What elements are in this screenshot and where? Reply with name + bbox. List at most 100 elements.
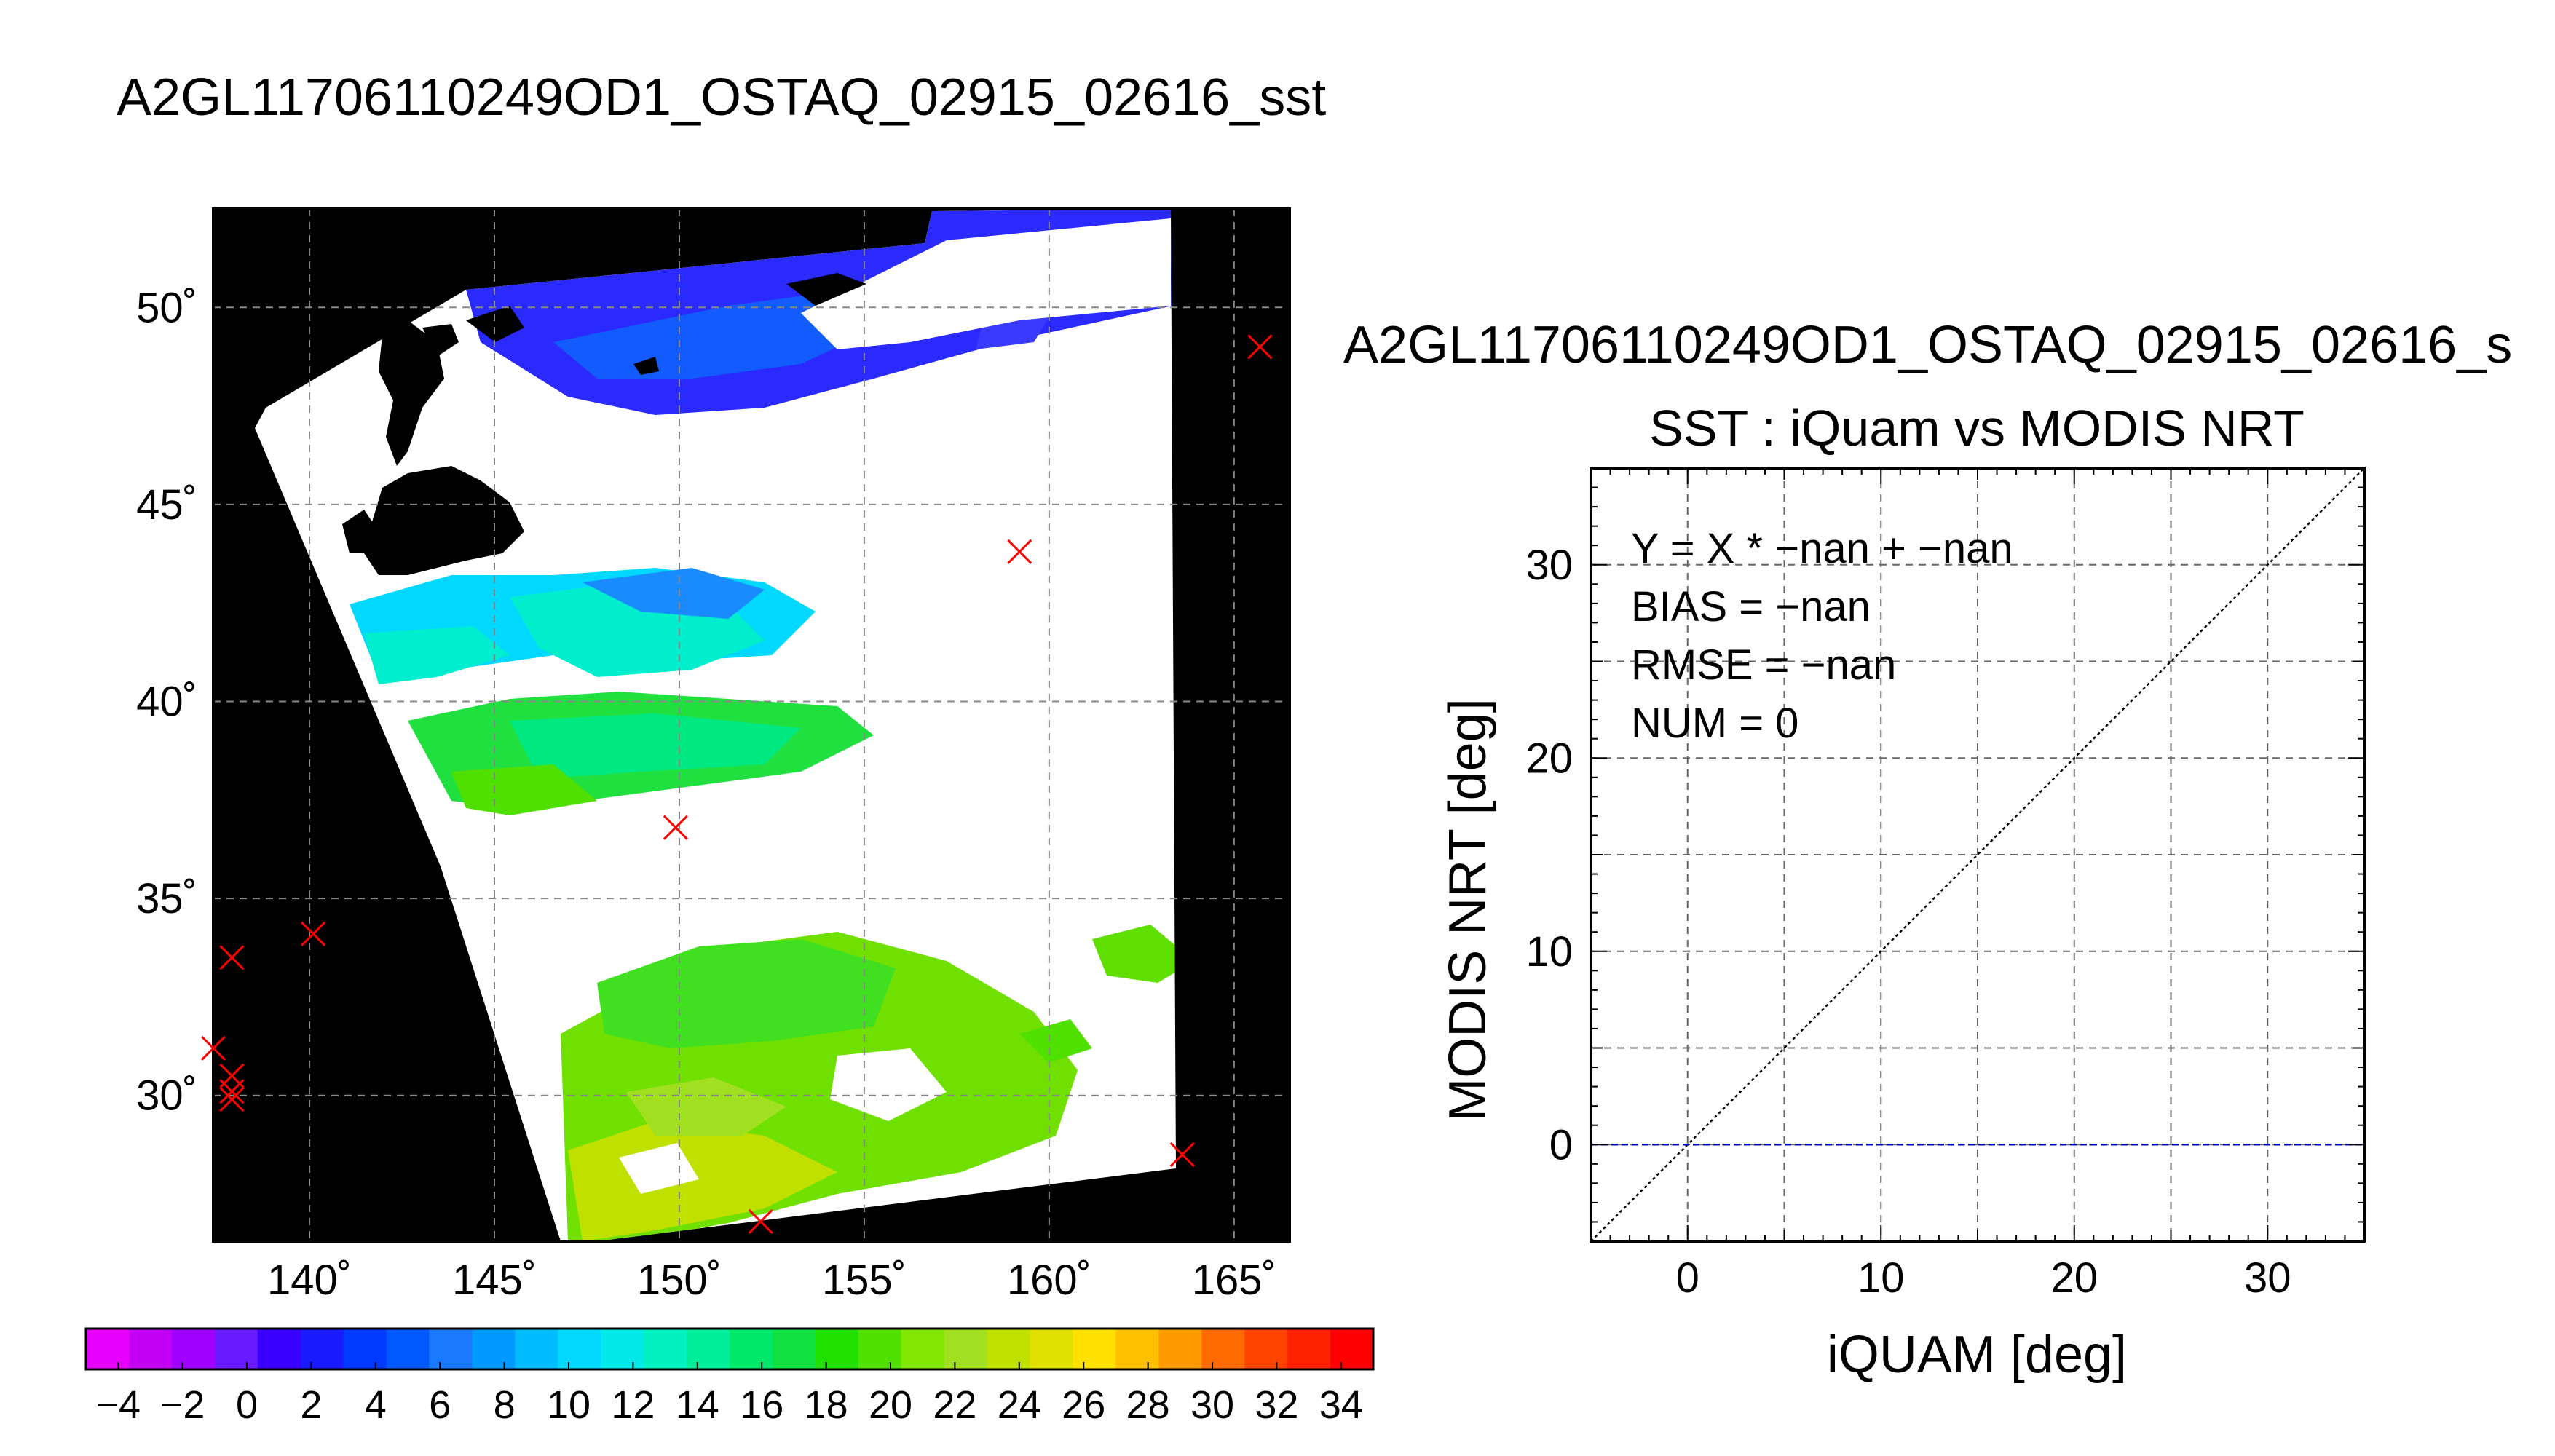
colorbar-label: 0 [236,1383,258,1427]
map-marker-stroke [219,1079,245,1104]
colorbar-label: 34 [1319,1383,1363,1427]
colorbar-swatch [386,1329,430,1369]
colorbar-swatch [171,1329,216,1369]
scatter-x-tick-label: 0 [1676,1254,1699,1302]
map-marker-stroke [219,1087,245,1112]
map-lat-tick-label: 50˚ [136,284,197,331]
map-lat-tick-label: 45˚ [136,481,197,529]
colorbar-swatch [944,1329,988,1369]
x-axis-label: iQUAM [deg] [1827,1326,2127,1384]
colorbar-label: 12 [611,1383,655,1427]
colorbar-label: 18 [805,1383,848,1427]
map-lat-tick-label: 35˚ [136,875,197,922]
map-lat-tick-label: 30˚ [136,1072,197,1120]
scatter-x-tick-labels: 0 10 20 30 [1676,1254,2291,1302]
colorbar-swatch [300,1329,344,1369]
colorbar-swatch [128,1329,173,1369]
colorbar [84,1327,1375,1371]
colorbar-swatch [858,1329,902,1369]
colorbar-label: 4 [365,1383,387,1427]
colorbar-swatch [86,1329,130,1369]
map-markers [200,334,1273,1234]
colorbar-swatch [644,1329,687,1369]
map-frame [212,207,1291,1243]
colorbar-swatch [429,1329,473,1369]
scatter-y-tick-label: 0 [1549,1121,1573,1168]
map-lon-tick-label: 140˚ [267,1257,352,1304]
land [342,273,866,575]
y-axis-label: MODIS NRT [deg] [1439,698,1497,1122]
map-lon-tick-labels: 140˚ 145˚ 150˚ 155˚ 160˚ 165˚ [267,1257,1276,1304]
colorbar-swatch [601,1329,644,1369]
colorbar-swatch [901,1329,945,1369]
map-lon-tick-label: 145˚ [452,1257,537,1304]
map-lon-tick-label: 150˚ [637,1257,722,1304]
scatter-annotations: Y = X * −nan + −nan BIAS = −nan RMSE = −na… [1631,525,2013,747]
colorbar-swatch [214,1329,258,1369]
colorbar-label: −4 [95,1383,141,1427]
map-marker [219,945,245,970]
colorbar-label: 28 [1126,1383,1170,1427]
map-marker [219,1079,245,1104]
colorbar-swatch [1244,1329,1288,1369]
map-title: A2GL11706110249OD1_OSTAQ_02915_02616_sst [117,68,1326,127]
scatter-x-tick-label: 20 [2050,1254,2098,1302]
colorbar-swatch [1330,1329,1374,1369]
colorbar-label: 32 [1255,1383,1298,1427]
colorbar-label: 20 [869,1383,912,1427]
map-marker [1169,1142,1195,1167]
scatter-header: A2GL11706110249OD1_OSTAQ_02915_02616_s [1343,316,2512,374]
scatter-annotation: NUM = 0 [1631,700,1798,747]
map-marker-stroke [219,945,245,970]
map-marker-stroke [200,1035,226,1061]
one-to-one-line [1590,467,2365,1242]
colorbar-swatch [515,1329,558,1369]
colorbar-label: 14 [676,1383,719,1427]
colorbar-label: −2 [160,1383,205,1427]
colorbar-label: 8 [494,1383,516,1427]
colorbar-labels: −4 −2 0 2 4 6 8 10 12 14 16 18 20 22 24 26 28 30 32 34 [95,1383,1362,1427]
map-marker-stroke [748,1208,773,1234]
colorbar-swatch [1115,1329,1159,1369]
colorbar-swatch [730,1329,773,1369]
map-marker-stroke [301,921,326,946]
map-marker-stroke [663,815,688,840]
colorbar-swatch [1201,1329,1245,1369]
colorbar-swatch [815,1329,859,1369]
colorbar-swatch [772,1329,816,1369]
scatter-y-tick-label: 20 [1525,735,1573,782]
colorbar-swatch [472,1329,516,1369]
map-lon-tick-label: 160˚ [1007,1257,1091,1304]
colorbar-label: 2 [300,1383,322,1427]
map-marker [1007,539,1032,564]
map-marker-stroke [1007,539,1032,564]
colorbar-swatch [1030,1329,1074,1369]
colorbar-swatch [257,1329,301,1369]
colorbar-swatch [1158,1329,1202,1369]
map-lon-tick-label: 155˚ [822,1257,907,1304]
scatter-series [1590,467,2365,1242]
map-lat-tick-label: 40˚ [136,678,197,726]
scatter-title: SST : iQuam vs MODIS NRT [1649,400,2305,456]
colorbar-swatch [987,1329,1031,1369]
map-lat-tick-labels: 50˚ 45˚ 40˚ 35˚ 30˚ [136,284,197,1119]
map-marker-stroke [1169,1142,1195,1167]
map-marker [301,921,326,946]
map-marker [663,815,688,840]
scatter-y-tick-label: 10 [1525,928,1573,976]
scatter-x-tick-label: 30 [2244,1254,2291,1302]
map-marker [748,1208,773,1234]
map-lon-tick-label: 165˚ [1192,1257,1276,1304]
colorbar-frame [84,1327,1375,1371]
map-marker [200,1035,226,1061]
colorbar-label: 26 [1062,1383,1105,1427]
scatter-frame [1590,467,2366,1243]
scatter-plot: 0 10 20 30 0 10 20 30 Y = X * −nan + −nan BIAS … [1525,467,2366,1302]
scatter-annotation: Y = X * −nan + −nan [1631,525,2013,572]
colorbar-label: 6 [429,1383,451,1427]
sst-map [213,209,1290,1241]
colorbar-label: 24 [998,1383,1041,1427]
colorbar-label: 30 [1190,1383,1234,1427]
colorbar-swatch [343,1329,387,1369]
